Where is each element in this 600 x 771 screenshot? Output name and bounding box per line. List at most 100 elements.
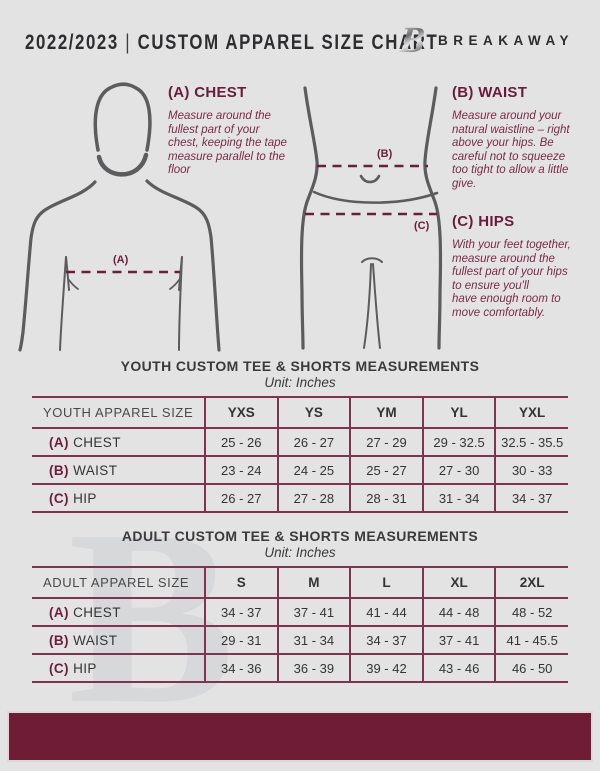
measurement-cell: 30 - 33 — [494, 455, 568, 484]
right-armpit — [178, 256, 183, 291]
right-inner-leg — [372, 263, 381, 349]
row-name: HIP — [73, 660, 97, 676]
page-title: 2022/2023 | CUSTOM APPAREL SIZE CHART — [25, 31, 438, 55]
measurement-cell: 27 - 29 — [349, 427, 423, 456]
measurement-cell: 34 - 37 — [349, 625, 423, 654]
size-column-header: YS — [276, 397, 351, 428]
measurement-cell: 46 - 50 — [494, 653, 568, 682]
table-row: (A) CHEST 34 - 37 37 - 41 41 - 44 44 - 4… — [32, 597, 568, 626]
left-chest-tick — [68, 279, 79, 290]
measurement-cell: 39 - 42 — [349, 653, 423, 682]
row-label-hip: (C) HIP — [32, 483, 205, 512]
table-row: (C) HIP 26 - 27 27 - 28 28 - 31 31 - 34 … — [32, 483, 568, 512]
measurement-cell: 41 - 45.5 — [494, 625, 568, 654]
row-label-chest: (A) CHEST — [32, 597, 205, 626]
waist-instructions: (B) WAIST Measure around your natural wa… — [452, 84, 574, 191]
size-column-header: M — [276, 567, 351, 598]
title-separator: | — [125, 31, 132, 54]
adult-size-table: ADULT APPAREL SIZE S M L XL 2XL (A) CHES… — [32, 566, 568, 683]
measurement-cell: 27 - 30 — [421, 455, 496, 484]
measurement-cell: 28 - 31 — [349, 483, 423, 512]
row-name: CHEST — [73, 604, 121, 620]
row-name: WAIST — [73, 462, 118, 478]
waistband-curve — [312, 190, 439, 204]
size-column-header: YL — [421, 397, 496, 428]
hips-instructions: (C) HIPS With your feet together, measur… — [452, 213, 580, 320]
table-row: (A) CHEST 25 - 26 26 - 27 27 - 29 29 - 3… — [32, 427, 568, 456]
measurement-cell: 26 - 27 — [276, 427, 351, 456]
row-key: (B) — [49, 462, 69, 478]
measurement-cell: 31 - 34 — [276, 625, 351, 654]
crotch-curve — [361, 257, 383, 263]
measurement-cell: 37 - 41 — [276, 597, 351, 626]
chest-heading: (A) CHEST — [168, 84, 247, 101]
row-key: (A) — [49, 434, 69, 450]
chest-body-text: Measure around the fullest part of your … — [168, 110, 287, 177]
row-label-hip: (C) HIP — [32, 653, 205, 682]
measurement-cell: 43 - 46 — [421, 653, 496, 682]
left-shoulder-arm — [18, 180, 97, 352]
measurement-cell: 29 - 31 — [204, 625, 278, 654]
row-label-chest: (A) CHEST — [32, 427, 205, 456]
row-label-waist: (B) WAIST — [32, 625, 205, 654]
row-key: (B) — [49, 632, 69, 648]
measurement-cell: 44 - 48 — [421, 597, 496, 626]
chest-line-label: (A) — [113, 254, 129, 266]
table-row: (B) WAIST 29 - 31 31 - 34 34 - 37 37 - 4… — [32, 625, 568, 654]
right-chest-tick — [169, 279, 180, 290]
page-header: 2022/2023 | CUSTOM APPAREL SIZE CHART B BR… — [0, 0, 600, 72]
size-column-header: YXS — [204, 397, 278, 428]
row-key: (C) — [49, 490, 69, 506]
waist-line-label: (B) — [377, 148, 393, 160]
hips-heading: (C) HIPS — [452, 213, 515, 230]
measurement-cell: 31 - 34 — [421, 483, 496, 512]
measurement-cell: 36 - 39 — [276, 653, 351, 682]
size-column-header: L — [349, 567, 423, 598]
youth-header-row: YOUTH APPAREL SIZE YXS YS YM YL YXL — [32, 397, 568, 428]
measurement-cell: 25 - 26 — [204, 427, 278, 456]
measurement-lines — [66, 164, 437, 274]
right-shoulder-arm — [145, 179, 221, 352]
measurement-cell: 48 - 52 — [494, 597, 568, 626]
season-label: 2022/2023 — [25, 31, 119, 54]
youth-section-title: YOUTH CUSTOM TEE & SHORTS MEASUREMENTS — [120, 358, 480, 374]
title-text: CUSTOM APPAREL SIZE CHART — [137, 31, 439, 54]
adult-unit-label: Unit: Inches — [264, 545, 336, 560]
measurement-cell: 29 - 32.5 — [421, 427, 496, 456]
footer-bar — [7, 711, 593, 762]
left-inner-arm — [59, 256, 67, 351]
row-key: (A) — [49, 604, 69, 620]
measurement-cell: 34 - 37 — [494, 483, 568, 512]
row-name: HIP — [73, 490, 97, 506]
youth-size-table: YOUTH APPAREL SIZE YXS YS YM YL YXL (A) … — [32, 396, 568, 513]
collar-curve — [96, 152, 149, 177]
row-label-waist: (B) WAIST — [32, 455, 205, 484]
breakaway-logo: B BREAKAWAY — [398, 20, 574, 61]
size-column-header: YM — [349, 397, 423, 428]
measurement-cell: 23 - 24 — [204, 455, 278, 484]
youth-corner-label: YOUTH APPAREL SIZE — [43, 405, 194, 420]
size-column-header: S — [204, 567, 278, 598]
measurement-cell: 34 - 37 — [204, 597, 278, 626]
measurement-cell: 24 - 25 — [276, 455, 351, 484]
size-column-header: 2XL — [494, 567, 568, 598]
head-outline — [93, 82, 152, 152]
measurement-cell: 41 - 44 — [349, 597, 423, 626]
waist-heading: (B) WAIST — [452, 84, 528, 101]
lower-body-figure — [299, 86, 443, 350]
row-key: (C) — [49, 660, 69, 676]
chest-instructions: (A) CHEST Measure around the fullest par… — [168, 84, 290, 178]
measurement-cell: 27 - 28 — [276, 483, 351, 512]
left-inner-leg — [363, 263, 372, 349]
waist-body-text: Measure around your natural waistline – … — [452, 110, 570, 190]
table-row: (B) WAIST 23 - 24 24 - 25 25 - 27 27 - 3… — [32, 455, 568, 484]
size-column-header: YXL — [494, 397, 568, 428]
torso-right-outline — [423, 86, 443, 350]
left-armpit — [65, 256, 70, 291]
youth-unit-label: Unit: Inches — [264, 375, 336, 390]
measurement-cell: 37 - 41 — [421, 625, 496, 654]
hips-body-text: With your feet together, measure around … — [452, 239, 571, 319]
measurement-cell: 26 - 27 — [204, 483, 278, 512]
